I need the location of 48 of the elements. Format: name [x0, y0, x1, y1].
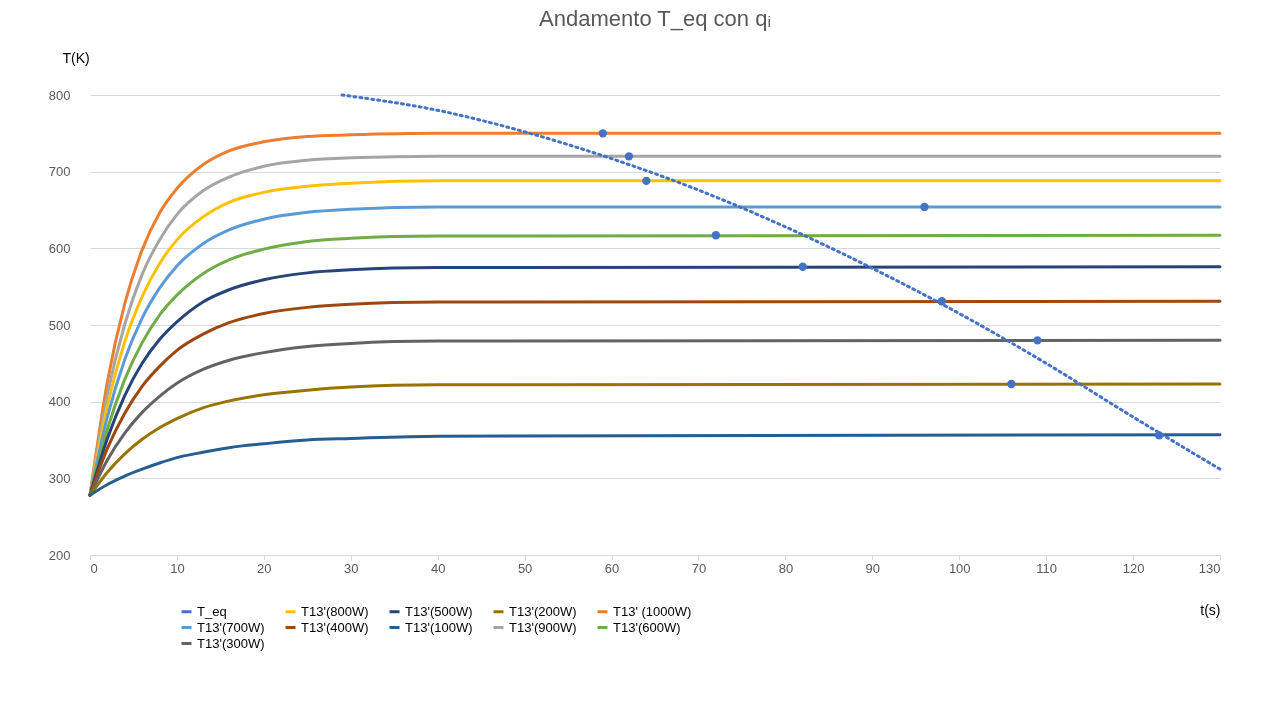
- legend-label: T13' (1000W): [613, 603, 692, 619]
- x-tick-label: 110: [1036, 560, 1058, 576]
- point: [711, 231, 721, 240]
- y-tick-label: 400: [48, 394, 71, 410]
- point: [598, 129, 608, 138]
- x-tick-label: 80: [778, 560, 794, 576]
- point: [937, 297, 947, 306]
- x-tick-label: 90: [865, 560, 881, 576]
- point: [642, 176, 651, 186]
- x-tick-label: 0: [90, 560, 98, 576]
- x-tick-label: 30: [344, 560, 359, 576]
- y-tick-label: 200: [48, 547, 71, 563]
- x-tick-label: 50: [517, 560, 533, 576]
- y-tick-label: 600: [48, 240, 71, 256]
- legend-label: T13'(900W): [509, 619, 577, 635]
- point: [1154, 431, 1164, 440]
- legend-label: T13'(400W): [301, 619, 369, 635]
- x-axis-title: t(s): [1200, 601, 1221, 618]
- legend-label: T13'(600W): [613, 619, 681, 635]
- legend-label: T13'(300W): [197, 635, 265, 651]
- point: [798, 262, 807, 271]
- y-tick-label: 800: [48, 87, 71, 103]
- x-tick-label: 130: [1198, 560, 1221, 576]
- chart-title: Andamento T_eq con qᵢ: [539, 6, 771, 31]
- y-tick-label: 300: [48, 470, 71, 486]
- x-tick-label: 10: [170, 560, 185, 576]
- legend-label: T13'(700W): [197, 619, 265, 635]
- point: [1007, 379, 1016, 389]
- x-tick-label: 20: [257, 560, 272, 576]
- line-series: [340, 93, 1222, 471]
- legend-label: T13'(100W): [405, 619, 473, 635]
- y-tick-label: 700: [48, 164, 71, 180]
- y-axis-title: T(K): [62, 49, 90, 66]
- x-tick-label: 70: [691, 560, 707, 576]
- legend-label: T13'(200W): [509, 603, 577, 619]
- legend-label: T13'(800W): [301, 603, 369, 619]
- x-tick-label: 60: [604, 560, 620, 576]
- line-series: [88, 433, 1222, 497]
- legend-label: T_eq: [197, 603, 227, 619]
- line-series: [88, 382, 1222, 497]
- legend-label: T13'(500W): [405, 603, 473, 619]
- point: [624, 152, 634, 161]
- point: [1033, 336, 1042, 345]
- x-tick-label: 120: [1122, 560, 1145, 576]
- x-tick-label: 40: [430, 560, 446, 576]
- y-tick-label: 500: [48, 317, 71, 333]
- x-tick-label: 100: [948, 560, 971, 576]
- point: [920, 202, 929, 212]
